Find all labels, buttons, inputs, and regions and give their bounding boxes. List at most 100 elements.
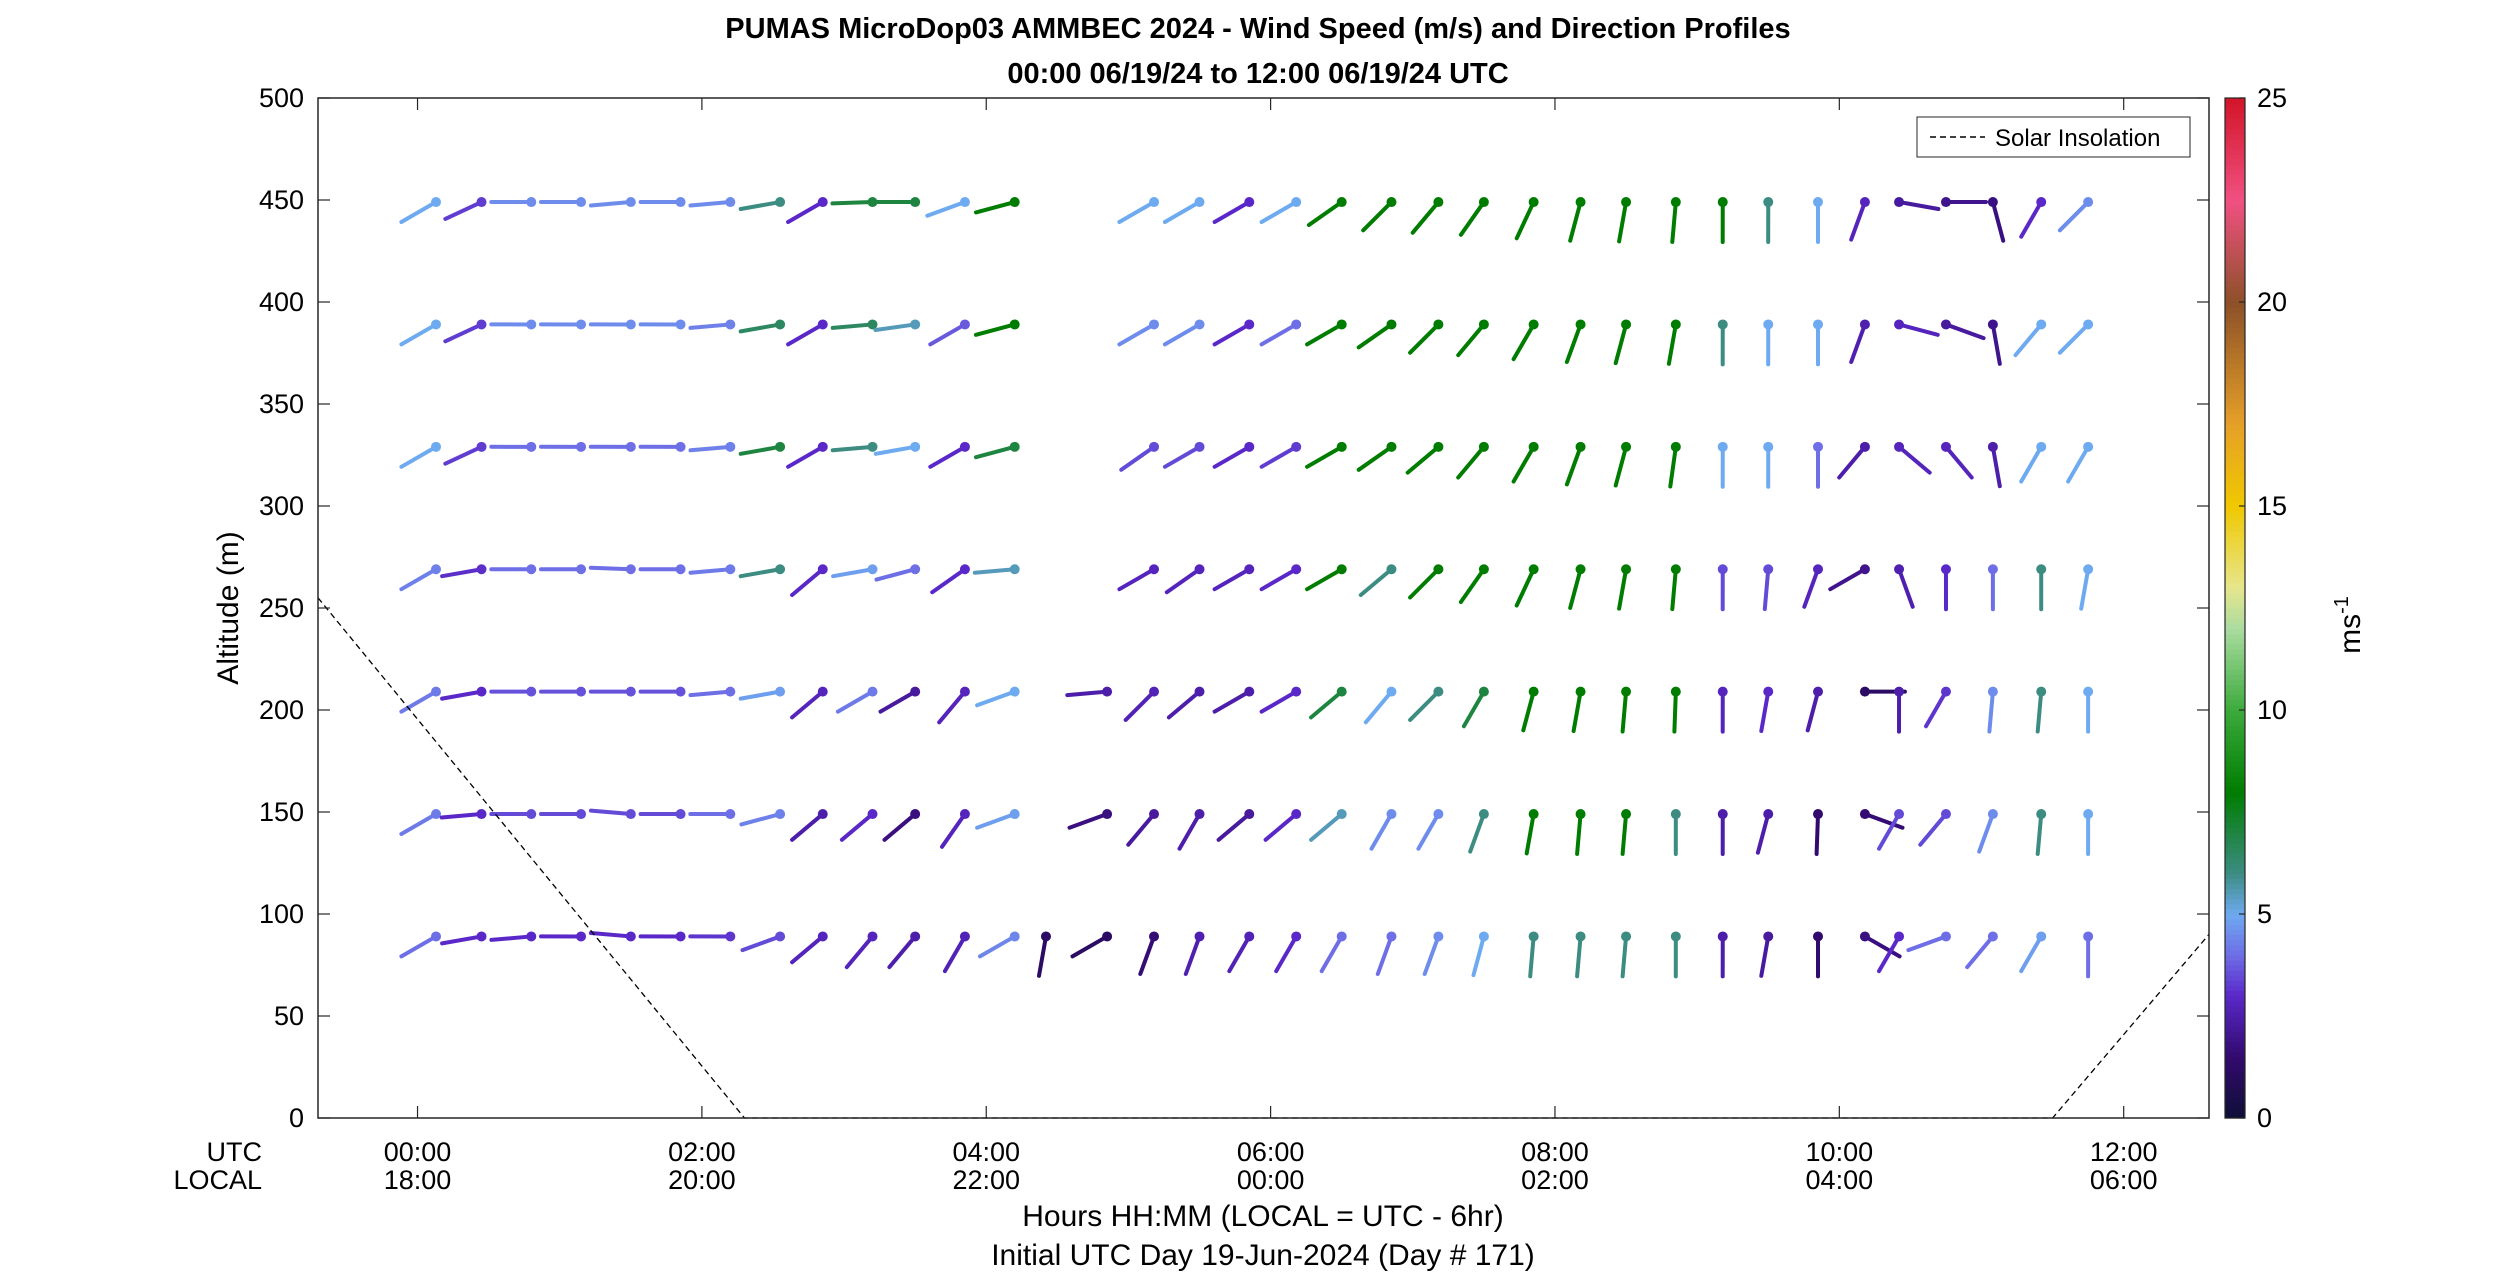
colorbar-segment [2225,179,2245,186]
wind-barb [1319,931,1347,974]
wind-barb [1940,564,1951,612]
wind-barb-dot [1621,441,1632,452]
colorbar-segment [2225,995,2245,1002]
wind-barb [1717,809,1728,856]
wind-barb-dot [431,564,442,575]
wind-barb [2019,197,2047,239]
wind-barb-dot [1894,319,1905,330]
wind-barb [1514,197,1539,241]
wind-barb-dot [1386,686,1397,697]
wind-barb [738,197,786,211]
wind-barb [1575,931,1586,979]
wind-barb-shaft [1259,689,1299,714]
wind-barb-dot [1194,686,1205,697]
wind-barb [1405,441,1444,475]
wind-barb-dot [675,931,686,942]
wind-barb-shaft [440,689,484,701]
wind-barb-shaft [2079,567,2091,611]
wind-barb-dot [1478,564,1489,575]
wind-barb [489,931,537,942]
wind-barb [930,564,970,595]
colorbar-unit-exponent: -1 [2331,596,2353,614]
wind-barb [638,319,686,330]
wind-barb-dot [867,809,878,820]
wind-barb-dot [526,809,537,820]
wind-barb [1183,931,1205,976]
wind-barb-shaft [1216,812,1252,842]
wind-barb-dot [1894,197,1905,208]
wind-barb [539,564,587,575]
wind-barb-shaft [439,812,484,820]
wind-barb [489,441,537,452]
colorbar-segment [2225,378,2245,385]
wind-barb-dot [675,197,686,208]
wind-barb [1070,931,1113,959]
colorbar-segment [2225,801,2245,808]
wind-barb [2036,564,2047,612]
colorbar-segment [2225,531,2245,538]
colorbar-segment [2225,291,2245,298]
wind-barb [738,686,786,701]
chart-subtitle: 00:00 06/19/24 to 12:00 06/19/24 UTC [1007,58,1508,90]
colorbar-segment [2225,633,2245,640]
wind-barb-shaft [1564,322,1583,364]
wind-barb [1617,564,1632,611]
wind-barb [790,686,828,720]
wind-barb [786,441,828,469]
wind-barb [399,564,442,592]
wind-barb [831,564,878,579]
wind-barb-dot [1528,441,1539,452]
colorbar-segment [2225,317,2245,323]
wind-barb-shaft [2019,200,2044,239]
colorbar-segment [2225,266,2245,272]
wind-barb [1894,564,1915,609]
wind-barb [1528,931,1539,979]
wind-barb-shaft [738,444,783,456]
wind-barb-dot [1859,319,1870,330]
wind-barb-dot [625,197,636,208]
wind-barb-shaft [1521,689,1536,733]
colorbar-segment [2225,546,2245,553]
wind-barb-dot [959,197,970,208]
wind-barb-dot [867,564,878,575]
wind-barb-shaft [1837,444,1867,480]
wind-barb [2019,931,2047,974]
wind-barb [399,686,442,714]
wind-barb-shaft [2035,689,2044,734]
wind-barb-shaft [1943,444,1974,480]
wind-barb [1620,809,1632,856]
wind-barb [1564,441,1586,487]
wind-barb-shaft [1877,934,1902,974]
wind-barb-dot [576,564,587,575]
wind-barb-dot [1717,686,1728,697]
wind-barb-shaft [489,934,534,942]
wind-barb-dot [1575,686,1586,697]
wind-barb-shaft [1123,689,1157,722]
wind-barb-dot [1040,931,1051,942]
wind-barb-dot [1894,809,1905,820]
local-row-label: LOCAL [173,1165,262,1195]
wind-barb [539,319,587,330]
colorbar-segment [2225,806,2245,813]
wind-barb-shaft [1356,444,1394,472]
wind-barb-shaft [688,444,733,453]
wind-barb-dot [867,931,878,942]
y-tick-label: 200 [259,695,304,725]
wind-barb [1162,197,1205,224]
wind-barb-shaft [978,934,1017,959]
colorbar-tick-label: 10 [2257,695,2287,725]
wind-barb [2019,441,2047,484]
wind-barb [539,197,587,208]
wind-barb [1212,197,1255,224]
colorbar-segment [2225,143,2245,150]
wind-barb-shaft [1164,567,1202,595]
colorbar-segment [2225,103,2245,109]
colorbar-segment [2225,628,2245,635]
wind-barb [440,564,487,579]
wind-barb [1564,319,1586,364]
colorbar-segment [2225,225,2245,232]
wind-barb-shaft [1274,934,1299,974]
wind-barb [1763,441,1774,489]
wind-barb [1309,809,1347,842]
wind-barb [974,319,1020,337]
